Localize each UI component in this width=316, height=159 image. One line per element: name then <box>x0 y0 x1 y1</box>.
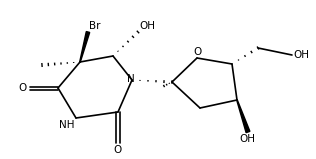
Text: O: O <box>114 145 122 155</box>
Text: OH: OH <box>293 50 309 60</box>
Text: N: N <box>127 74 135 84</box>
Text: OH: OH <box>139 21 155 31</box>
Polygon shape <box>80 31 90 62</box>
Text: OH: OH <box>239 134 255 144</box>
Text: O: O <box>193 47 201 57</box>
Text: Br: Br <box>89 21 100 31</box>
Polygon shape <box>237 100 250 133</box>
Text: NH: NH <box>58 120 74 130</box>
Text: O: O <box>19 83 27 93</box>
